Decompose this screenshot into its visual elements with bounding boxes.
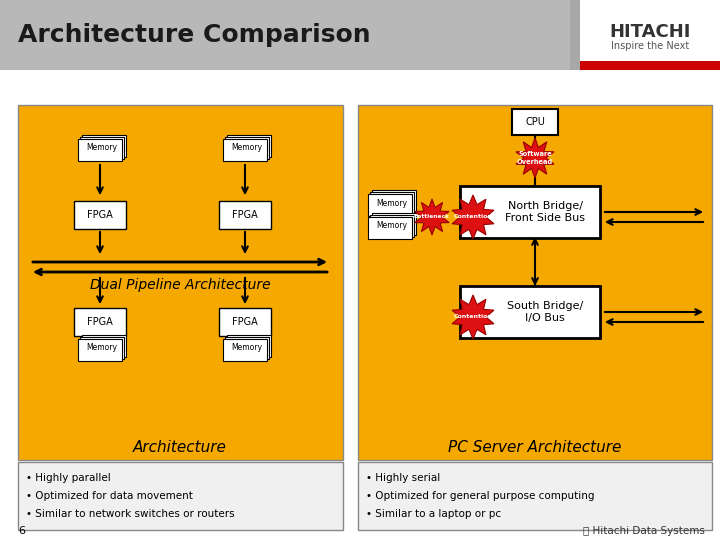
Bar [460,286,600,338]
Text: FPGA: FPGA [87,317,113,327]
Bar [368,194,412,216]
Text: Software
Overhead: Software Overhead [517,152,553,165]
Text: CPU: CPU [525,117,545,127]
Bar [0,0,570,70]
Bar [512,109,558,135]
Bar [372,213,416,235]
Text: FPGA: FPGA [232,210,258,220]
Text: • Similar to a laptop or pc: • Similar to a laptop or pc [366,509,501,519]
Text: 6: 6 [18,526,25,536]
Bar [74,201,126,229]
Bar [372,190,416,212]
Text: Inspire the Next: Inspire the Next [611,41,689,51]
Bar [358,105,712,460]
Text: PC Server Architecture: PC Server Architecture [449,440,621,455]
Text: Bottleneck: Bottleneck [414,214,450,219]
Bar [18,462,343,530]
Polygon shape [452,195,494,239]
Text: Architecture Comparison: Architecture Comparison [18,23,371,47]
Text: Memory: Memory [377,199,408,207]
Polygon shape [516,138,554,178]
Bar [80,337,124,359]
Bar [74,308,126,336]
Text: • Similar to network switches or routers: • Similar to network switches or routers [26,509,235,519]
Bar [368,217,412,239]
Bar [225,137,269,159]
Bar [460,186,600,238]
Bar [219,308,271,336]
Text: Contention: Contention [454,214,492,219]
Bar [223,339,267,361]
Polygon shape [415,199,449,235]
Text: Architecture: Architecture [133,440,227,455]
Text: Memory: Memory [86,343,117,353]
Text: FPGA: FPGA [87,210,113,220]
Bar [78,339,122,361]
Text: FPGA: FPGA [232,317,258,327]
Bar [227,335,271,357]
Bar [227,135,271,157]
Bar [82,335,126,357]
Bar [219,201,271,229]
Text: South Bridge/
I/O Bus: South Bridge/ I/O Bus [507,301,583,323]
Bar [82,135,126,157]
Text: Memory: Memory [377,221,408,231]
Bar [225,337,269,359]
Text: Memory: Memory [86,144,117,152]
Bar [580,0,720,70]
Text: Dual Pipeline Architecture: Dual Pipeline Architecture [90,278,270,292]
Text: Memory: Memory [232,144,263,152]
Text: • Highly parallel: • Highly parallel [26,473,111,483]
Bar [358,462,712,530]
Bar [370,215,414,237]
Bar [580,61,720,70]
Bar [18,105,343,460]
Text: • Optimized for data movement: • Optimized for data movement [26,491,193,501]
Bar [78,139,122,161]
Polygon shape [452,295,494,339]
Bar [0,70,720,540]
Text: North Bridge/
Front Side Bus: North Bridge/ Front Side Bus [505,201,585,223]
Bar [223,139,267,161]
Text: Memory: Memory [232,343,263,353]
Text: • Highly serial: • Highly serial [366,473,440,483]
Bar [80,137,124,159]
Text: • Optimized for general purpose computing: • Optimized for general purpose computin… [366,491,595,501]
Text: Contention: Contention [454,314,492,320]
Text: HITACHI: HITACHI [609,23,690,41]
Text: Ⓢ Hitachi Data Systems: Ⓢ Hitachi Data Systems [583,526,705,536]
Bar [0,0,720,70]
Bar [370,192,414,214]
